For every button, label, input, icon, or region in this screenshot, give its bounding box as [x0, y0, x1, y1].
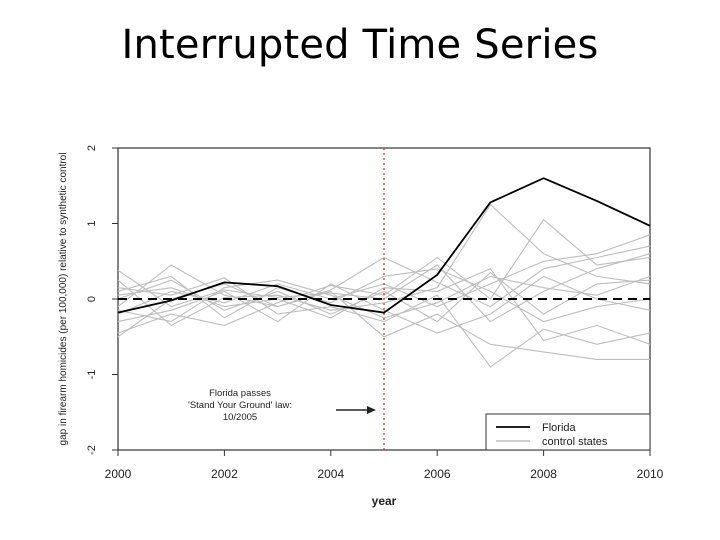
x-tick-label-2000: 2000: [105, 467, 132, 481]
y-tick-label-0: 0: [86, 296, 98, 302]
y-tick-label-1: 1: [86, 220, 98, 226]
control-state-line-2: [117, 245, 651, 308]
control-state-line-12: [117, 275, 651, 323]
x-axis-label: year: [372, 494, 397, 508]
florida-line: [117, 177, 651, 314]
annotation-line-3: 10/2005: [223, 412, 257, 423]
y-axis-label: gap in firearm homicides (per 100,000) r…: [58, 153, 69, 446]
annotation-line-1: Florida passes: [209, 388, 271, 399]
control-state-line-10: [117, 275, 651, 334]
annotation-arrow-head: [367, 406, 376, 414]
slide-title: Interrupted Time Series: [121, 22, 599, 68]
x-tick-label-2002: 2002: [211, 467, 238, 481]
y-tick-label-2: 2: [86, 145, 98, 151]
control-state-line-7: [117, 203, 651, 327]
x-tick-label-2004: 2004: [317, 467, 344, 481]
control-state-line-4: [117, 218, 651, 334]
x-tick-label-2008: 2008: [530, 467, 557, 481]
legend-label-control-states: control states: [542, 436, 608, 448]
legend-label-florida: Florida: [542, 422, 577, 434]
control-state-line-5: [117, 277, 651, 368]
control-state-line-11: [117, 268, 651, 345]
annotation-line-2: 'Stand Your Ground' law:: [188, 400, 292, 411]
legend-box: [485, 413, 651, 451]
control-state-line-9: [117, 268, 651, 323]
y-tick-label--1: -1: [86, 370, 98, 380]
x-tick-label-2010: 2010: [637, 467, 664, 481]
y-tick-label--2: -2: [86, 445, 98, 455]
x-tick-label-2006: 2006: [424, 467, 451, 481]
